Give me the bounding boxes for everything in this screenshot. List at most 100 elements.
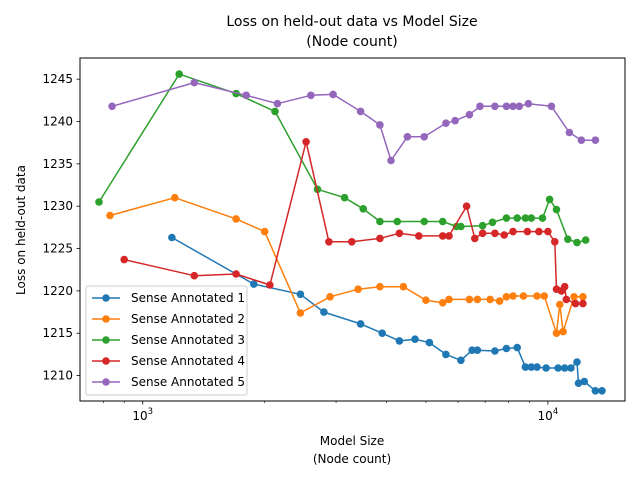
- x-tick-label: 104: [538, 407, 559, 423]
- data-point-series-4: [415, 232, 423, 240]
- data-point-series-3: [581, 236, 590, 244]
- series-line-1: [171, 236, 602, 392]
- data-point-series-2: [106, 211, 114, 220]
- x-axis-label-sub: (Node count): [313, 452, 391, 466]
- data-point-series-5: [524, 99, 533, 108]
- legend: Sense Annotated 1 Sense Annotated 2 Sense …: [85, 285, 248, 396]
- data-point-series-1: [250, 280, 258, 288]
- chart-subtitle: (Node count): [306, 34, 397, 50]
- data-point-series-4: [579, 299, 587, 308]
- data-point-series-1: [580, 377, 589, 386]
- x-tick-exponent: 3: [148, 407, 153, 417]
- data-point-series-1: [296, 290, 305, 299]
- data-point-series-4: [471, 234, 479, 243]
- x-tick-base: 10: [538, 409, 553, 423]
- data-point-series-4: [551, 238, 559, 246]
- data-point-series-2: [445, 295, 453, 304]
- data-point-series-2: [422, 296, 430, 305]
- data-point-series-2: [376, 282, 384, 291]
- data-point-series-2: [519, 292, 528, 300]
- data-point-series-2: [559, 327, 567, 336]
- data-point-series-4: [376, 234, 384, 243]
- data-point-series-4: [190, 271, 199, 280]
- legend-marker-2: [102, 315, 110, 323]
- series-line-5: [111, 81, 596, 162]
- data-point-series-4: [535, 227, 543, 236]
- y-tick-label: 1220: [42, 284, 73, 298]
- data-point-series-1: [457, 356, 465, 365]
- data-point-series-1: [411, 335, 419, 344]
- data-point-series-3: [340, 193, 349, 202]
- data-point-series-1: [560, 364, 569, 372]
- data-point-series-5: [403, 133, 412, 141]
- y-axis-label: Loss on held-out data: [14, 165, 28, 295]
- data-point-series-4: [562, 295, 571, 304]
- data-point-series-1: [395, 337, 404, 345]
- data-point-series-5: [451, 116, 459, 125]
- data-point-series-1: [442, 350, 450, 359]
- data-point-series-1: [591, 387, 600, 395]
- data-point-series-1: [554, 364, 562, 372]
- data-point-series-4: [478, 229, 487, 238]
- data-point-series-4: [438, 232, 447, 240]
- data-point-series-5: [356, 107, 365, 116]
- data-point-series-5: [509, 102, 517, 111]
- data-point-series-4: [571, 299, 580, 308]
- data-point-series-4: [544, 227, 552, 236]
- data-point-series-5: [307, 91, 315, 100]
- data-point-series-2: [354, 285, 362, 294]
- data-point-series-2: [556, 300, 564, 309]
- data-point-series-5: [591, 136, 600, 144]
- y-tick-label: 1235: [42, 157, 73, 171]
- data-point-series-1: [542, 364, 550, 372]
- data-point-series-3: [478, 221, 487, 230]
- data-point-series-4: [325, 238, 333, 246]
- data-point-series-3: [573, 238, 581, 247]
- data-point-series-4: [462, 202, 471, 210]
- data-point-series-3: [521, 214, 530, 222]
- data-point-series-5: [242, 91, 250, 100]
- data-point-series-1: [598, 387, 606, 395]
- legend-label-1: Sense Annotated 1: [131, 291, 245, 305]
- data-point-series-4: [395, 229, 404, 238]
- data-point-series-3: [359, 205, 368, 213]
- data-point-series-2: [509, 292, 517, 300]
- x-tick-exponent: 4: [553, 407, 558, 417]
- data-point-series-2: [438, 299, 447, 307]
- data-point-series-5: [515, 102, 524, 111]
- data-point-series-4: [445, 232, 453, 240]
- data-point-series-1: [468, 346, 476, 355]
- legend-label-2: Sense Annotated 2: [131, 312, 245, 326]
- x-tick-label: 103: [132, 407, 153, 423]
- y-tick-label: 1225: [42, 242, 73, 256]
- data-point-series-1: [168, 233, 176, 242]
- data-point-series-2: [296, 309, 305, 317]
- data-point-series-5: [565, 128, 574, 137]
- data-point-series-1: [491, 347, 499, 355]
- x-tick-base: 10: [132, 409, 147, 423]
- data-point-series-3: [376, 217, 384, 226]
- legend-marker-1: [102, 294, 110, 302]
- legend-label-3: Sense Annotated 3: [131, 333, 245, 347]
- series-line-2: [109, 196, 583, 334]
- data-point-series-5: [442, 119, 450, 127]
- data-point-series-4: [232, 270, 240, 278]
- plot-area: [95, 70, 606, 395]
- data-point-series-2: [260, 227, 269, 236]
- data-point-series-2: [502, 293, 511, 301]
- data-point-series-3: [175, 70, 183, 78]
- data-point-series-4: [509, 227, 517, 236]
- data-point-series-3: [527, 214, 536, 222]
- data-point-series-4: [560, 282, 569, 291]
- data-point-series-4: [120, 255, 128, 264]
- data-point-series-5: [465, 110, 474, 119]
- series-line-4: [124, 141, 583, 305]
- data-point-series-5: [387, 156, 395, 165]
- legend-marker-4: [102, 357, 110, 365]
- data-point-series-1: [567, 364, 575, 372]
- data-point-series-1: [513, 343, 521, 352]
- data-point-series-5: [273, 99, 282, 108]
- data-point-series-2: [579, 293, 587, 301]
- x-axis: 103 104: [103, 401, 558, 423]
